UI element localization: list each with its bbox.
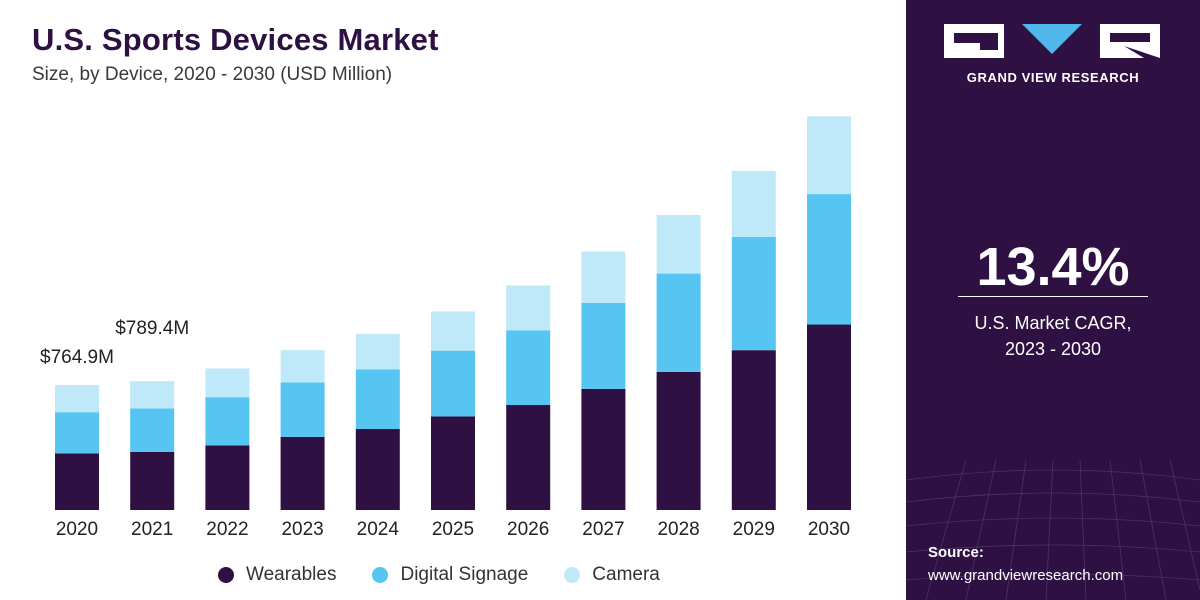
x-tick-label-2028: 2028 (657, 519, 699, 540)
legend-item-camera: Camera (564, 564, 660, 586)
bar-wearables-2023 (280, 436, 325, 510)
bar-wearables-2027 (581, 388, 626, 510)
x-tick-label-2020: 2020 (56, 519, 98, 540)
bar-wearables-2029 (731, 350, 776, 510)
total-label-2021: $789.4M (115, 318, 189, 339)
legend-label-wearables: Wearables (246, 564, 337, 585)
bar-camera-2020 (55, 385, 99, 413)
bar-digital-signage-2029 (731, 237, 776, 351)
x-tick-label-2027: 2027 (582, 519, 624, 540)
bar-wearables-2022 (205, 445, 250, 510)
total-label-2020: $764.9M (40, 347, 114, 368)
bar-digital-signage-2030 (807, 194, 851, 325)
bar-digital-signage-2021 (130, 408, 175, 452)
bar-camera-2024 (355, 333, 400, 370)
stacked-bar-chart: 2020 2021 2022 2023 2024 2025 2026 2027 2028 2029… (40, 116, 851, 540)
cagr-label-line-2: 2023 - 2030 (1004, 339, 1102, 359)
bar-wearables-2021 (130, 451, 175, 510)
x-tick-label-2026: 2026 (507, 519, 549, 540)
bar-digital-signage-2024 (355, 369, 400, 430)
legend-swatch-wearables (218, 567, 234, 583)
bar-wearables-2025 (431, 416, 475, 510)
bar-wearables-2024 (355, 429, 400, 510)
legend-label-camera: Camera (592, 564, 660, 585)
bar-digital-signage-2020 (55, 412, 99, 454)
x-tick-label-2021: 2021 (131, 519, 173, 540)
bar-camera-2029 (731, 170, 776, 238)
legend-item-wearables: Wearables (218, 564, 336, 586)
legend-label-digital-signage: Digital Signage (400, 564, 529, 585)
source-url: www.grandviewresearch.com (928, 567, 1124, 584)
chart-subtitle: Size, by Device, 2020 - 2030 (USD Millio… (32, 64, 393, 85)
bar-camera-2027 (581, 251, 626, 303)
wireframe-grid-decoration (906, 459, 1200, 600)
bar-wearables-2026 (506, 405, 551, 510)
bar-camera-2023 (280, 350, 325, 383)
cagr-label-line-1: U.S. Market CAGR, (974, 313, 1132, 333)
bar-digital-signage-2025 (431, 350, 475, 417)
bar-digital-signage-2028 (656, 273, 701, 372)
chart-panel: U.S. Sports Devices Market Size, by Devi… (32, 22, 851, 588)
legend-swatch-digital-signage (372, 567, 389, 583)
bar-camera-2025 (431, 311, 475, 351)
bar-camera-2021 (130, 381, 175, 409)
bar-digital-signage-2023 (280, 382, 325, 437)
bar-digital-signage-2027 (581, 302, 626, 389)
brand-name: GRAND VIEW RESEARCH (966, 70, 1140, 85)
chart-title: U.S. Sports Devices Market (32, 22, 439, 57)
x-tick-label-2023: 2023 (281, 519, 323, 540)
x-tick-label-2022: 2022 (206, 519, 248, 540)
legend-item-digital-signage: Digital Signage (372, 564, 528, 586)
bar-camera-2022 (205, 368, 250, 398)
bar-digital-signage-2026 (506, 330, 551, 406)
sidebar-panel: GRAND VIEW RESEARCH 13.4% U.S. Market CA… (906, 0, 1200, 600)
grand-view-research-logo (944, 24, 1160, 58)
bar-wearables-2028 (656, 371, 701, 510)
x-tick-label-2030: 2030 (808, 519, 850, 540)
chart-legend: Wearables Digital Signage Camera (218, 562, 696, 588)
cagr-divider (958, 296, 1148, 297)
x-tick-label-2029: 2029 (733, 519, 775, 540)
source-label: Source: (928, 544, 984, 561)
bar-camera-2026 (506, 285, 551, 331)
bar-camera-2030 (807, 116, 851, 195)
bar-wearables-2020 (55, 453, 99, 510)
x-tick-label-2024: 2024 (357, 519, 400, 540)
bar-camera-2028 (656, 214, 701, 274)
cagr-label: U.S. Market CAGR, 2023 - 2030 (906, 310, 1200, 362)
bar-wearables-2030 (807, 324, 851, 510)
cagr-value: 13.4% (976, 237, 1130, 297)
bar-digital-signage-2022 (205, 397, 250, 446)
legend-swatch-camera (564, 567, 581, 583)
x-tick-label-2025: 2025 (432, 519, 474, 540)
